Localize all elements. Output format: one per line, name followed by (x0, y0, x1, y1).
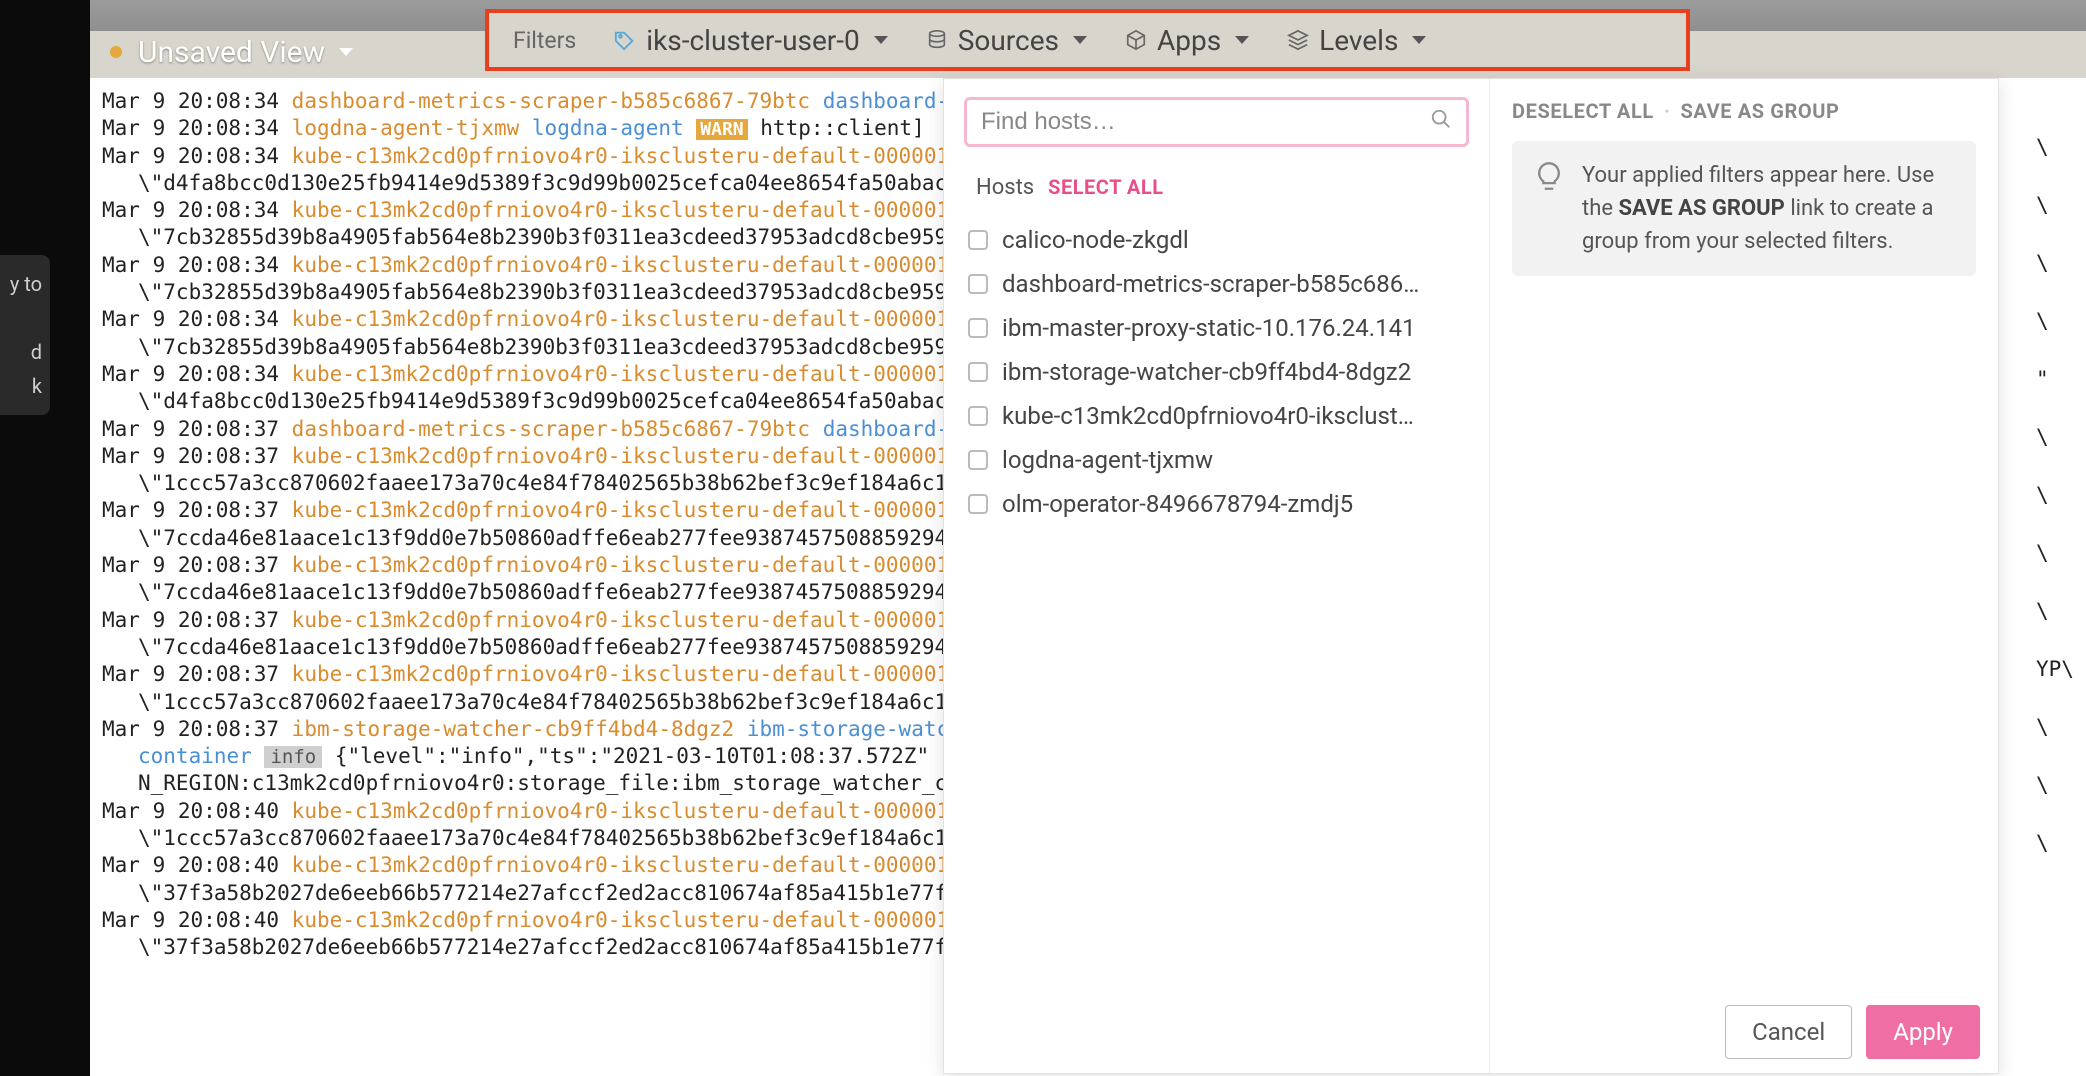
log-line[interactable]: Mar 9 20:08:34 kube-c13mk2cd0pfrniovo4r0… (102, 252, 952, 279)
left-nav-strip (0, 0, 90, 1076)
log-continuation: container info {"level":"info","ts":"202… (102, 743, 952, 770)
log-continuation: \"1ccc57a3cc870602faaee173a70c4e84f78402… (102, 825, 952, 852)
checkbox-icon[interactable] (968, 230, 988, 250)
log-line[interactable]: Mar 9 20:08:37 kube-c13mk2cd0pfrniovo4r0… (102, 607, 952, 634)
checkbox-icon[interactable] (968, 450, 988, 470)
find-hosts-wrap (964, 97, 1469, 147)
log-line[interactable]: Mar 9 20:08:34 logdna-agent-tjxmw logdna… (102, 115, 952, 142)
log-line[interactable]: Mar 9 20:08:37 kube-c13mk2cd0pfrniovo4r0… (102, 661, 952, 688)
cancel-button[interactable]: Cancel (1725, 1005, 1852, 1059)
log-continuation: \"1ccc57a3cc870602faaee173a70c4e84f78402… (102, 470, 952, 497)
checkbox-icon[interactable] (968, 406, 988, 426)
select-all-link[interactable]: SELECT ALL (1048, 175, 1163, 199)
sources-dropdown-panel: Hosts SELECT ALL calico-node-zkgdl dashbo… (943, 78, 1999, 1074)
filter-iks-cluster-user-0[interactable]: iks-cluster-user-0 (614, 24, 887, 57)
filters-label: Filters (513, 27, 576, 54)
log-line[interactable]: Mar 9 20:08:37 kube-c13mk2cd0pfrniovo4r0… (102, 552, 952, 579)
host-name: dashboard-metrics-scraper-b585c686… (1002, 270, 1419, 298)
filter-sources[interactable]: Sources (926, 24, 1087, 57)
host-name: ibm-master-proxy-static-10.176.24.141 (1002, 314, 1416, 342)
log-line[interactable]: Mar 9 20:08:34 kube-c13mk2cd0pfrniovo4r0… (102, 197, 952, 224)
panel-hosts-column: Hosts SELECT ALL calico-node-zkgdl dashbo… (944, 79, 1490, 1073)
lightbulb-icon (1532, 159, 1566, 193)
log-line[interactable]: Mar 9 20:08:37 kube-c13mk2cd0pfrniovo4r0… (102, 497, 952, 524)
host-item[interactable]: dashboard-metrics-scraper-b585c686… (964, 262, 1469, 306)
host-name: kube-c13mk2cd0pfrniovo4r0-iksclust… (1002, 402, 1414, 430)
apply-button[interactable]: Apply (1866, 1005, 1980, 1059)
filter-label: Apps (1157, 24, 1221, 57)
tag-icon (614, 29, 636, 51)
checkbox-icon[interactable] (968, 494, 988, 514)
log-line[interactable]: Mar 9 20:08:40 kube-c13mk2cd0pfrniovo4r0… (102, 852, 952, 879)
deselect-all-link[interactable]: DESELECT ALL (1512, 99, 1654, 123)
log-continuation: \"7ccda46e81aace1c13f9dd0e7b50860adffe6e… (102, 579, 952, 606)
tip-text: Your applied filters appear here. Use th… (1582, 159, 1956, 258)
checkbox-icon[interactable] (968, 362, 988, 382)
log-line[interactable]: Mar 9 20:08:37 dashboard-metrics-scraper… (102, 416, 952, 443)
host-name: olm-operator-8496678794-zmdj5 (1002, 490, 1353, 518)
filter-apps[interactable]: Apps (1125, 24, 1249, 57)
log-line[interactable]: Mar 9 20:08:34 kube-c13mk2cd0pfrniovo4r0… (102, 361, 952, 388)
chevron-down-icon (874, 36, 888, 44)
chevron-down-icon (1412, 36, 1426, 44)
host-item[interactable]: ibm-storage-watcher-cb9ff4bd4-8dgz2 (964, 350, 1469, 394)
topbar: Unsaved View Filters iks-cluster-user-0 S… (90, 0, 2086, 78)
hosts-label: Hosts (976, 175, 1034, 200)
checkbox-icon[interactable] (968, 274, 988, 294)
right-gutter-overflow: \\\\"\\\\YP\\\\ (2036, 78, 2086, 872)
chevron-down-icon (1073, 36, 1087, 44)
filter-label: Sources (958, 24, 1059, 57)
cube-icon (1125, 29, 1147, 51)
log-line[interactable]: Mar 9 20:08:40 kube-c13mk2cd0pfrniovo4r0… (102, 798, 952, 825)
filter-row-highlighted: Filters iks-cluster-user-0 Sources Apps Lev… (485, 9, 1690, 71)
find-hosts-input[interactable] (981, 108, 1420, 136)
db-icon (926, 29, 948, 51)
filter-label: Levels (1319, 24, 1398, 57)
log-continuation: \"d4fa8bcc0d130e25fb9414e9d5389f3c9d99b0… (102, 388, 952, 415)
unsaved-dot-icon (110, 46, 122, 58)
separator-dot: · (1664, 99, 1671, 123)
search-icon[interactable] (1430, 108, 1452, 136)
chevron-down-icon (339, 48, 353, 56)
log-line[interactable]: Mar 9 20:08:34 kube-c13mk2cd0pfrniovo4r0… (102, 306, 952, 333)
log-continuation: \"37f3a58b2027de6eeb66b577214e27afccf2ed… (102, 934, 952, 961)
log-continuation: \"7cb32855d39b8a4905fab564e8b2390b3f0311… (102, 334, 952, 361)
log-continuation: \"7cb32855d39b8a4905fab564e8b2390b3f0311… (102, 224, 952, 251)
log-viewer[interactable]: Mar 9 20:08:34 dashboard-metrics-scraper… (102, 88, 952, 1076)
left-card: y to dk (0, 255, 50, 415)
log-line[interactable]: Mar 9 20:08:37 kube-c13mk2cd0pfrniovo4r0… (102, 443, 952, 470)
chevron-down-icon (1235, 36, 1249, 44)
log-continuation: \"d4fa8bcc0d130e25fb9414e9d5389f3c9d99b0… (102, 170, 952, 197)
host-name: logdna-agent-tjxmw (1002, 446, 1213, 474)
host-name: ibm-storage-watcher-cb9ff4bd4-8dgz2 (1002, 358, 1411, 386)
log-continuation: N_REGION:c13mk2cd0pfrniovo4r0:storage_fi… (102, 770, 952, 797)
log-line[interactable]: Mar 9 20:08:34 kube-c13mk2cd0pfrniovo4r0… (102, 143, 952, 170)
log-continuation: \"37f3a58b2027de6eeb66b577214e27afccf2ed… (102, 880, 952, 907)
host-item[interactable]: olm-operator-8496678794-zmdj5 (964, 482, 1469, 526)
log-line[interactable]: Mar 9 20:08:37 ibm-storage-watcher-cb9ff… (102, 716, 952, 743)
log-line[interactable]: Mar 9 20:08:34 dashboard-metrics-scraper… (102, 88, 952, 115)
host-item[interactable]: kube-c13mk2cd0pfrniovo4r0-iksclust… (964, 394, 1469, 438)
host-item[interactable]: logdna-agent-tjxmw (964, 438, 1469, 482)
unsaved-view-dropdown[interactable]: Unsaved View (110, 35, 353, 70)
log-continuation: \"1ccc57a3cc870602faaee173a70c4e84f78402… (102, 689, 952, 716)
host-item[interactable]: calico-node-zkgdl (964, 218, 1469, 262)
checkbox-icon[interactable] (968, 318, 988, 338)
log-continuation: \"7ccda46e81aace1c13f9dd0e7b50860adffe6e… (102, 634, 952, 661)
panel-group-column: DESELECT ALL · SAVE AS GROUP Your applie… (1490, 79, 1998, 1073)
save-as-group-link[interactable]: SAVE AS GROUP (1680, 99, 1839, 123)
filter-tip-box: Your applied filters appear here. Use th… (1512, 141, 1976, 276)
log-line[interactable]: Mar 9 20:08:40 kube-c13mk2cd0pfrniovo4r0… (102, 907, 952, 934)
filter-levels[interactable]: Levels (1287, 24, 1426, 57)
host-name: calico-node-zkgdl (1002, 226, 1189, 254)
layers-icon (1287, 29, 1309, 51)
log-continuation: \"7ccda46e81aace1c13f9dd0e7b50860adffe6e… (102, 525, 952, 552)
unsaved-view-label: Unsaved View (138, 35, 325, 70)
log-continuation: \"7cb32855d39b8a4905fab564e8b2390b3f0311… (102, 279, 952, 306)
host-item[interactable]: ibm-master-proxy-static-10.176.24.141 (964, 306, 1469, 350)
filter-label: iks-cluster-user-0 (646, 24, 859, 57)
